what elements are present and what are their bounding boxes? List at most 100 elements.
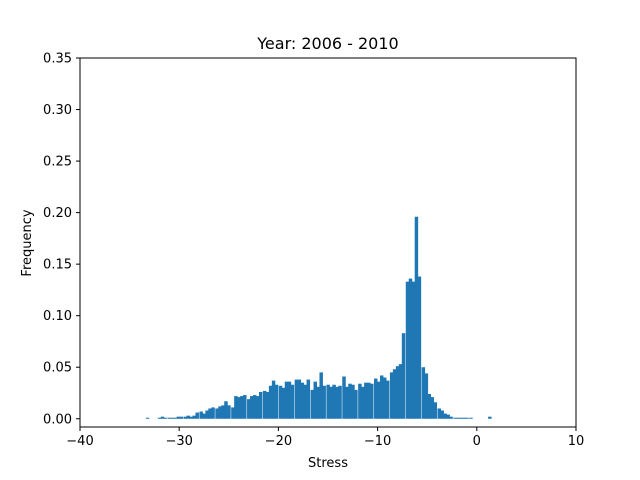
histogram-bar bbox=[192, 415, 196, 419]
plot-frame bbox=[79, 57, 577, 428]
histogram-bar bbox=[319, 372, 323, 419]
histogram-bar bbox=[313, 381, 317, 419]
histogram-bar bbox=[443, 413, 447, 419]
histogram-bar bbox=[300, 382, 305, 419]
histogram-bar bbox=[208, 408, 212, 419]
histogram-bar bbox=[342, 376, 346, 419]
histogram-bar bbox=[294, 379, 299, 419]
y-tick-label: 0.30 bbox=[43, 103, 72, 118]
histogram-bar bbox=[145, 417, 150, 419]
histogram-bar bbox=[424, 373, 429, 419]
y-tick-label: 0.10 bbox=[43, 309, 72, 324]
histogram-bar bbox=[414, 216, 419, 419]
histogram-bar bbox=[382, 377, 387, 419]
histogram-bar bbox=[354, 389, 358, 419]
histogram-bar bbox=[176, 416, 181, 419]
chart-title: Year: 2006 - 2010 bbox=[256, 34, 398, 53]
x-axis-ticks: −40 −30 −20 −10 0 10 bbox=[66, 427, 584, 449]
histogram-bar bbox=[453, 417, 457, 419]
histogram-bar bbox=[243, 395, 247, 419]
histogram-bar bbox=[271, 380, 276, 419]
histogram-bar bbox=[310, 389, 315, 419]
histogram-bar bbox=[253, 395, 257, 419]
histogram-bar bbox=[322, 385, 326, 419]
histogram-bar bbox=[297, 379, 302, 419]
histogram-bar bbox=[183, 416, 188, 419]
histogram-bar bbox=[255, 396, 260, 419]
histogram-bar bbox=[306, 379, 311, 419]
histogram-bar bbox=[405, 281, 410, 419]
histogram-bar bbox=[224, 401, 228, 419]
histogram-bar bbox=[316, 386, 320, 419]
histogram-bar bbox=[440, 410, 444, 419]
histogram-bar bbox=[199, 411, 203, 419]
y-axis-ticks: 0.00 0.05 0.10 0.15 0.20 0.25 0.30 0.35 bbox=[43, 52, 80, 427]
histogram-bar bbox=[367, 382, 371, 419]
histogram-bar bbox=[160, 416, 165, 419]
histogram-bar bbox=[326, 384, 330, 419]
histogram-bar bbox=[262, 390, 267, 419]
histogram-bar bbox=[170, 417, 175, 419]
histogram-bar bbox=[221, 405, 225, 419]
histogram-bar bbox=[265, 391, 270, 419]
histogram-bar bbox=[456, 417, 460, 419]
histogram-bar bbox=[364, 382, 368, 419]
histogram-bar bbox=[189, 416, 193, 419]
histogram-bar bbox=[329, 386, 333, 419]
y-tick-label: 0.20 bbox=[43, 206, 72, 221]
x-tick-label: −30 bbox=[165, 434, 192, 449]
histogram-bar bbox=[348, 383, 352, 419]
histogram-bar bbox=[469, 417, 473, 419]
histogram-bar bbox=[332, 384, 336, 419]
histogram-bar bbox=[446, 414, 450, 419]
histogram-bar bbox=[250, 396, 254, 419]
histogram-bar bbox=[374, 378, 378, 419]
y-tick-label: 0.05 bbox=[43, 361, 72, 376]
y-tick-label: 0.00 bbox=[43, 412, 72, 427]
histogram-bar bbox=[258, 391, 263, 419]
histogram-bar bbox=[268, 385, 273, 419]
histogram-bar bbox=[240, 396, 244, 419]
histogram-bar bbox=[358, 383, 362, 419]
histogram-bar bbox=[274, 384, 279, 419]
histogram-bar bbox=[211, 407, 215, 419]
histogram-bar bbox=[290, 384, 295, 419]
x-tick-label: 10 bbox=[568, 434, 585, 449]
histogram-bar bbox=[335, 386, 339, 419]
histogram-bar bbox=[287, 381, 292, 419]
histogram-bar bbox=[392, 369, 397, 419]
y-tick-label: 0.25 bbox=[43, 155, 72, 170]
histogram-bar bbox=[237, 397, 241, 419]
histogram-bar bbox=[398, 364, 403, 419]
histogram-bar bbox=[234, 396, 238, 419]
x-axis-label: Stress bbox=[308, 456, 348, 471]
histogram-bar bbox=[247, 399, 251, 419]
histogram-bar bbox=[465, 417, 469, 419]
histogram-bar bbox=[284, 381, 289, 419]
histogram-bar bbox=[377, 381, 381, 419]
histogram-bar bbox=[370, 383, 374, 419]
histogram-bar bbox=[218, 406, 222, 419]
histogram-bar bbox=[430, 397, 435, 419]
histogram-bar bbox=[462, 417, 466, 419]
histogram-bar bbox=[167, 417, 172, 419]
histogram-bar bbox=[173, 417, 178, 419]
histogram-bar bbox=[421, 367, 426, 419]
histogram-bars bbox=[145, 216, 492, 419]
histogram-bar bbox=[215, 408, 219, 419]
histogram-bar bbox=[345, 386, 349, 419]
x-tick-label: −40 bbox=[66, 434, 93, 449]
histogram-bar bbox=[395, 366, 400, 419]
histogram-bar bbox=[459, 417, 463, 419]
histogram-bar bbox=[186, 415, 191, 419]
histogram-bar bbox=[389, 372, 394, 419]
histogram-bar bbox=[338, 385, 342, 419]
histogram-bar bbox=[488, 416, 492, 419]
histogram-bar bbox=[303, 384, 308, 419]
histogram-bar bbox=[361, 386, 365, 419]
histogram-bar bbox=[227, 405, 231, 419]
y-tick-label: 0.15 bbox=[43, 258, 72, 273]
histogram-bar bbox=[231, 407, 235, 419]
histogram-bar bbox=[417, 276, 422, 419]
